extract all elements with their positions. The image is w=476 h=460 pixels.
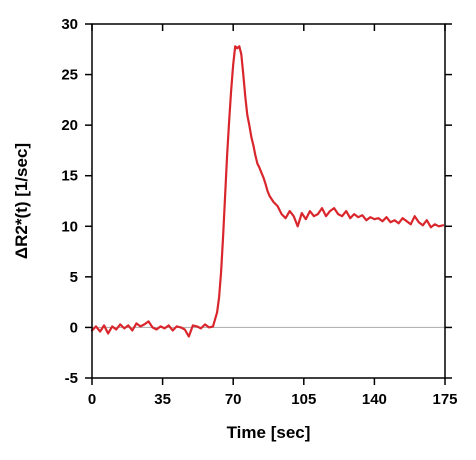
y-axis: -5 0 5 10 15 20 25 30	[61, 16, 452, 387]
plot-frame	[91, 23, 446, 379]
series-line	[90, 45, 445, 338]
x-tick-label: 0	[88, 391, 96, 408]
x-tick-label: 175	[432, 391, 457, 408]
y-tick-label: 0	[70, 319, 78, 336]
y-tick-label: 20	[61, 117, 78, 134]
y-tick-label: 5	[70, 269, 78, 286]
x-tick-label: 70	[225, 391, 242, 408]
y-axis-title: ΔR2*(t) [1/sec]	[12, 143, 31, 259]
y-tick-label: 25	[61, 67, 78, 84]
y-tick-label: 30	[61, 16, 78, 33]
x-tick-label: 35	[154, 391, 171, 408]
x-axis-title: Time [sec]	[227, 423, 311, 442]
y-tick-label: -5	[65, 370, 78, 387]
x-axis: 0 35 70 105 140 175	[88, 24, 458, 408]
x-tick-label: 140	[362, 391, 387, 408]
x-tick-label: 105	[291, 391, 316, 408]
y-tick-label: 15	[61, 168, 78, 185]
y-tick-label: 10	[61, 218, 78, 235]
